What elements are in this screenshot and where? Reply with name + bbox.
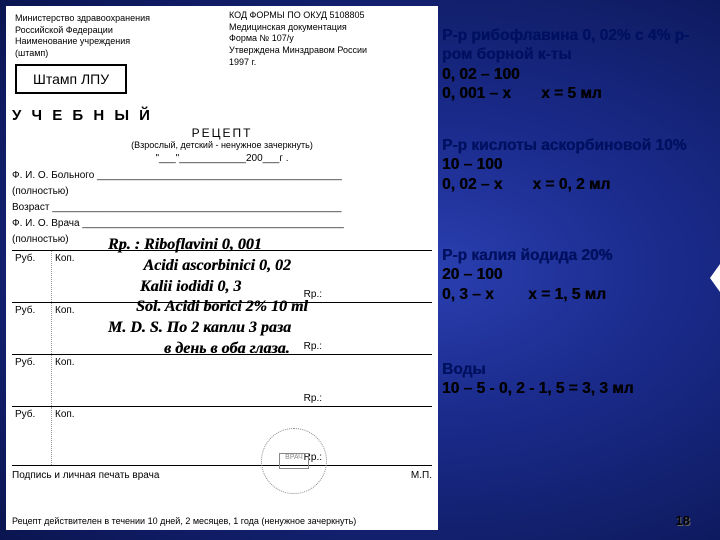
prescription-latin: Rp. : Riboflavini 0, 001 Acidi ascorbini…	[108, 235, 418, 360]
latin-l6: в день в оба глаза.	[108, 339, 418, 360]
ministry-text: Министерство здравоохранения Российской …	[15, 13, 218, 60]
b1-line2: 0, 001 – х х = 5 мл	[442, 84, 710, 103]
uchebnyi-label: У Ч Е Б Н Ы Й	[12, 107, 432, 124]
kop-2: Коп.	[52, 303, 92, 354]
kop-1: Коп.	[52, 251, 92, 302]
kop-4: Коп.	[52, 407, 92, 465]
b3-header: Р-р калия йодида 20%	[442, 246, 710, 265]
b2-header: Р-р кислоты аскорбиновой 10%	[442, 136, 710, 155]
rx-row-4: Руб. Коп. Rp.:	[12, 406, 432, 466]
b1-header: Р-р рибофлавина 0, 02% с 4% р-ром борной…	[442, 26, 710, 65]
b4-line1: 10 – 5 - 0, 2 - 1, 5 = 3, 3 мл	[442, 379, 710, 398]
latin-l1: Rp. : Riboflavini 0, 001	[108, 235, 418, 256]
ministry-block: Министерство здравоохранения Российской …	[12, 10, 221, 97]
calc-block-ki: Р-р калия йодида 20% 20 – 100 0, 3 – х х…	[442, 246, 710, 304]
date-line: "___"____________200___г .	[12, 153, 432, 164]
patient-name-label: Ф. И. О. Больного ______________________…	[12, 170, 432, 181]
b2-line2: 0, 02 – х х = 0, 2 мл	[442, 175, 710, 194]
sign-label: Подпись и личная печать врача	[12, 470, 159, 481]
fio-v: Ф. И. О. Врача	[12, 218, 80, 229]
calc-block-riboflavin: Р-р рибофлавина 0, 02% с 4% р-ром борной…	[442, 26, 710, 104]
doctor-name-label: Ф. И. О. Врача _________________________…	[12, 218, 432, 229]
vozrast: Возраст	[12, 202, 49, 213]
polnostyu-1: (полностью)	[12, 186, 432, 197]
rub-4: Руб.	[12, 407, 52, 465]
mp-label: М.П.	[411, 470, 432, 481]
calc-block-ascorbic: Р-р кислоты аскорбиновой 10% 10 – 100 0,…	[442, 136, 710, 194]
b3-line1: 20 – 100	[442, 265, 710, 284]
b3-line2: 0, 3 – х х = 1, 5 мл	[442, 285, 710, 304]
form-code-block: КОД ФОРМЫ ПО ОКУД 5108805 Медицинская до…	[229, 10, 432, 97]
signature-row: Подпись и личная печать врача М.П.	[12, 470, 432, 481]
page-number: 18	[676, 513, 690, 528]
age-label: Возраст ________________________________…	[12, 202, 432, 213]
recept-title: РЕЦЕПТ	[12, 126, 432, 140]
rp-3: Rp.:	[304, 393, 322, 404]
rub-1: Руб.	[12, 251, 52, 302]
b2-line1: 10 – 100	[442, 155, 710, 174]
recept-sub: (Взрослый, детский - ненужное зачеркнуть…	[12, 140, 432, 150]
latin-l2: Acidi ascorbinici 0, 02	[108, 256, 418, 277]
latin-l5: M. D. S. По 2 капли 3 раза	[108, 318, 418, 339]
latin-l3: Kalii iodidi 0, 3	[108, 277, 418, 298]
calc-block-water: Воды 10 – 5 - 0, 2 - 1, 5 = 3, 3 мл	[442, 360, 710, 399]
b1-line1: 0, 02 – 100	[442, 65, 710, 84]
doctor-seal: ВРАЧ	[261, 428, 327, 494]
rub-3: Руб.	[12, 355, 52, 406]
rub-2: Руб.	[12, 303, 52, 354]
b4-header: Воды	[442, 360, 710, 379]
page-corner	[710, 264, 720, 292]
validity-text: Рецепт действителен в течении 10 дней, 2…	[12, 516, 356, 526]
latin-l4: Sol. Acidi borici 2% 10 ml	[108, 297, 418, 318]
kop-3: Коп.	[52, 355, 92, 406]
rx-row-3: Руб. Коп. Rp.:	[12, 354, 432, 406]
stamp-box: Штамп ЛПУ	[15, 64, 127, 94]
fio-b: Ф. И. О. Больного	[12, 170, 94, 181]
seal-text: ВРАЧ	[279, 453, 309, 469]
